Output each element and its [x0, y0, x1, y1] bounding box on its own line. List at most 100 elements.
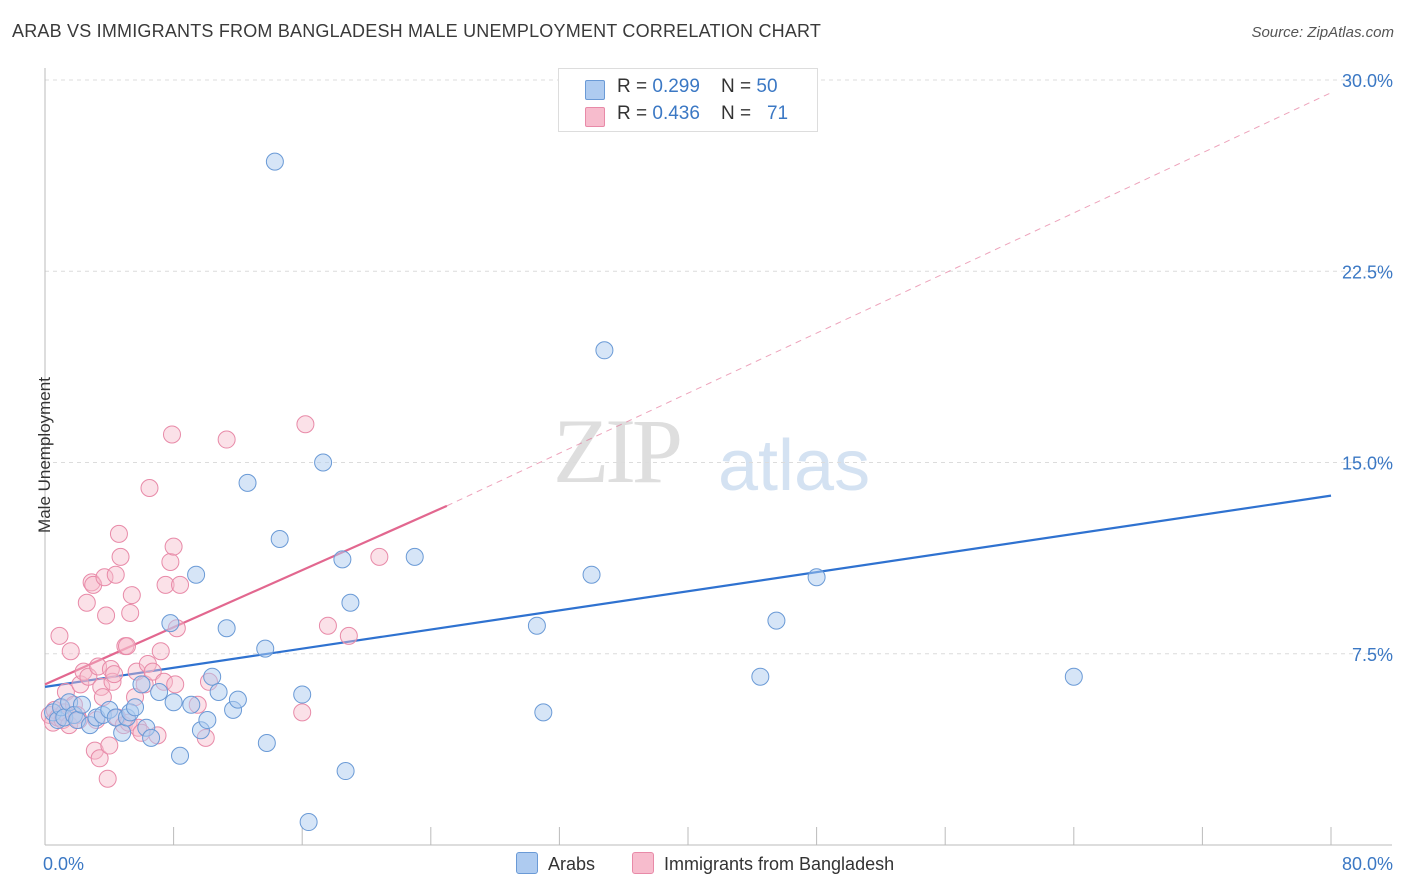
bangladesh-point — [50, 626, 69, 645]
bangladesh-point — [111, 547, 130, 566]
legend-r-value: 0.299 — [652, 76, 700, 97]
arabs-trend-line — [44, 494, 1332, 688]
bangladesh-point — [140, 479, 159, 497]
bangladesh-point — [95, 568, 114, 587]
bottom-legend-label-arabs: Arabs — [548, 854, 596, 874]
arabs-point — [142, 728, 161, 747]
bangladesh-trend-line — [44, 504, 448, 686]
correlation-legend: R = 0.299 N = 50 R = 0.436 N = 71 — [558, 68, 818, 132]
bangladesh-trend-extension — [446, 92, 1332, 507]
arabs-point — [595, 341, 614, 360]
source-label: Source: ZipAtlas.com — [1251, 24, 1394, 41]
arabs-point — [293, 685, 312, 704]
bangladesh-point — [171, 575, 190, 594]
bangladesh-point — [106, 565, 125, 584]
arabs-point — [405, 547, 424, 566]
legend-r-label: R = — [617, 76, 653, 97]
bangladesh-point — [217, 430, 236, 449]
y-tick-label: 30.0% — [1342, 71, 1393, 91]
arabs-point — [1064, 667, 1083, 686]
arabs-point — [807, 568, 826, 587]
watermark-atlas: atlas — [718, 426, 871, 506]
x-tick-label: 0.0% — [43, 854, 84, 874]
y-tick-label: 15.0% — [1342, 454, 1393, 474]
legend-n-value: 71 — [766, 103, 789, 124]
chart-title: ARAB VS IMMIGRANTS FROM BANGLADESH MALE … — [12, 21, 822, 41]
bottom-legend-swatch-arabs — [516, 852, 538, 874]
arabs-point — [751, 667, 770, 686]
arabs-point — [203, 667, 222, 686]
legend-n-label: N = — [721, 103, 757, 124]
bangladesh-point — [143, 662, 162, 681]
bangladesh-point — [121, 603, 140, 622]
legend-n-value: 50 — [756, 76, 778, 97]
bangladesh-point — [162, 425, 181, 444]
bangladesh-point — [156, 575, 175, 594]
arabs-point — [257, 734, 276, 752]
arabs-point — [767, 611, 786, 630]
arabs-point — [217, 619, 236, 638]
arabs-point — [198, 711, 217, 730]
bangladesh-point — [90, 749, 109, 768]
arabs-point — [161, 614, 180, 633]
legend-n-label: N = — [721, 76, 757, 97]
arabs-point — [209, 683, 228, 701]
bangladesh-point — [74, 662, 93, 681]
arabs-point — [187, 565, 206, 584]
arabs-point — [341, 593, 360, 612]
legend-swatch-arabs — [585, 80, 605, 100]
arabs-point — [113, 723, 132, 742]
bangladesh-point — [293, 703, 312, 722]
bottom-legend-swatch-bangladesh — [632, 852, 654, 874]
bangladesh-point — [161, 552, 180, 571]
arabs-point — [582, 565, 601, 584]
arabs-point — [314, 453, 333, 472]
bangladesh-point — [318, 616, 337, 635]
arabs-point — [336, 762, 355, 781]
bottom-legend-label-bangladesh: Immigrants from Bangladesh — [664, 854, 895, 874]
bangladesh-point — [166, 675, 185, 694]
bangladesh-point — [339, 626, 358, 645]
arabs-point — [333, 550, 352, 569]
arabs-point — [265, 152, 284, 171]
watermark-zip: ZIP — [553, 400, 683, 502]
bangladesh-point — [97, 606, 116, 625]
bangladesh-point — [370, 547, 389, 566]
bottom-legend-bangladesh[interactable]: Immigrants from Bangladesh — [632, 852, 894, 875]
bangladesh-point — [151, 642, 170, 661]
arabs-point — [527, 616, 546, 635]
bottom-legend-arabs[interactable]: Arabs — [516, 852, 595, 875]
bangladesh-point — [98, 769, 117, 788]
legend-r-value: 0.436 — [652, 103, 700, 124]
y-tick-label: 7.5% — [1352, 645, 1393, 665]
arabs-point — [72, 695, 91, 714]
arabs-point — [164, 693, 183, 712]
bangladesh-point — [103, 672, 122, 691]
bangladesh-point — [122, 586, 141, 605]
bangladesh-point — [77, 593, 96, 612]
arabs-point — [132, 675, 151, 694]
arabs-point — [270, 530, 289, 548]
bangladesh-point — [164, 537, 183, 556]
arabs-point — [534, 703, 553, 722]
x-tick-label: 80.0% — [1342, 854, 1393, 874]
arabs-point — [238, 473, 257, 492]
arabs-point — [256, 639, 275, 658]
arabs-point — [126, 698, 145, 717]
y-tick-label: 22.5% — [1342, 262, 1393, 282]
bangladesh-point — [100, 736, 119, 755]
bangladesh-point — [117, 637, 136, 656]
bangladesh-point — [296, 415, 315, 434]
arabs-point — [150, 683, 169, 701]
y-axis-label: Male Unemployment — [35, 377, 54, 533]
arabs-point — [228, 690, 247, 709]
arabs-point — [182, 695, 201, 714]
legend-swatch-bangladesh — [585, 107, 605, 127]
arabs-point — [171, 746, 190, 765]
bangladesh-point — [61, 642, 80, 661]
legend-r-label: R = — [617, 103, 653, 124]
bangladesh-point — [109, 524, 128, 543]
bangladesh-point — [105, 665, 124, 684]
arabs-point — [299, 813, 318, 832]
